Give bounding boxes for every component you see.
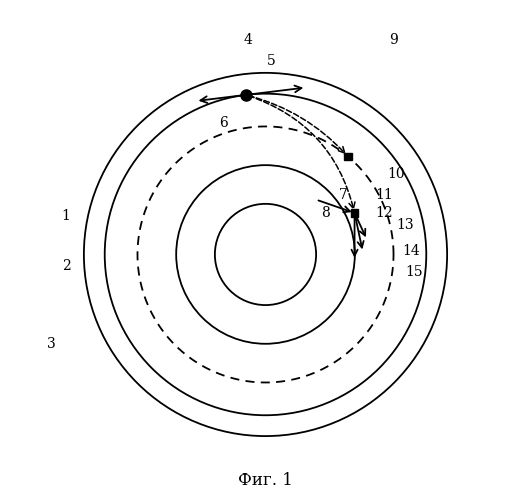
Text: 14: 14 bbox=[402, 244, 420, 258]
Text: 7: 7 bbox=[338, 188, 347, 202]
Text: 12: 12 bbox=[376, 206, 393, 220]
Text: 5: 5 bbox=[267, 54, 276, 68]
Text: 1: 1 bbox=[62, 209, 71, 223]
Text: 15: 15 bbox=[406, 266, 423, 280]
Text: Фиг. 1: Фиг. 1 bbox=[238, 472, 293, 489]
Text: 2: 2 bbox=[62, 260, 71, 274]
Text: 11: 11 bbox=[376, 188, 393, 202]
Text: 13: 13 bbox=[397, 218, 414, 232]
Text: 6: 6 bbox=[219, 116, 228, 130]
Text: 9: 9 bbox=[389, 33, 398, 47]
Polygon shape bbox=[344, 152, 352, 160]
Polygon shape bbox=[350, 209, 358, 217]
Text: 8: 8 bbox=[321, 206, 329, 220]
Text: 4: 4 bbox=[243, 33, 252, 47]
Text: 3: 3 bbox=[47, 337, 56, 351]
Text: 10: 10 bbox=[388, 167, 405, 181]
